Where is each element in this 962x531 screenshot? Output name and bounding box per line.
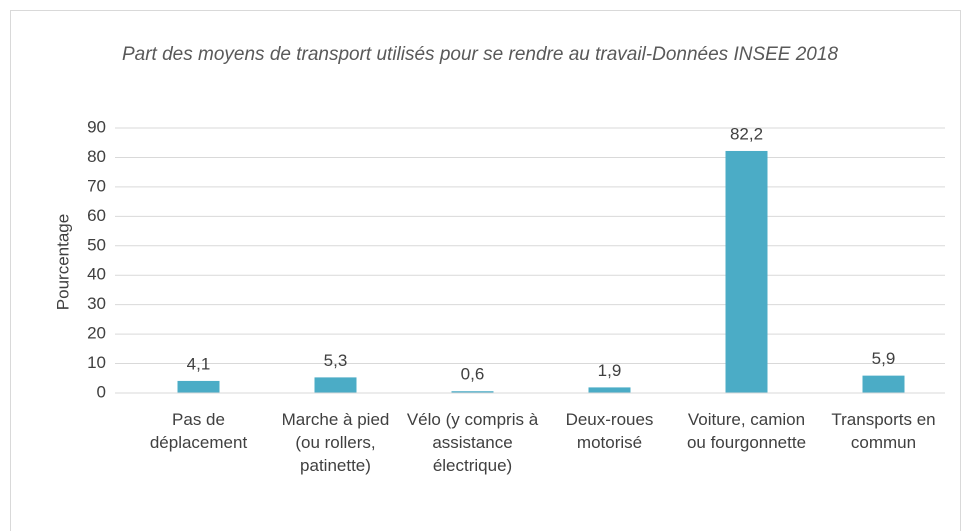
data-label: 5,3 bbox=[324, 351, 348, 370]
bar bbox=[862, 375, 905, 393]
y-tick-label: 20 bbox=[87, 324, 106, 343]
data-label: 4,1 bbox=[187, 354, 211, 373]
bar bbox=[451, 391, 494, 393]
y-tick-label: 80 bbox=[87, 147, 106, 166]
y-tick-label: 30 bbox=[87, 294, 106, 313]
y-tick-label: 60 bbox=[87, 206, 106, 225]
chart-border bbox=[10, 10, 961, 531]
y-tick-label: 10 bbox=[87, 353, 106, 372]
x-tick-label: Marche à pied (ou rollers, patinette) bbox=[281, 410, 390, 475]
y-tick-label: 40 bbox=[87, 265, 106, 284]
x-tick-label: Voiture, camion ou fourgonnette bbox=[686, 410, 807, 452]
data-label: 0,6 bbox=[461, 365, 485, 384]
data-label: 82,2 bbox=[730, 124, 763, 143]
x-tick-label: Transports en commun bbox=[831, 410, 936, 452]
chart-title: Part des moyens de transport utilisés po… bbox=[121, 44, 839, 65]
bar bbox=[725, 150, 768, 393]
x-tick-label: Deux-roues motorisé bbox=[565, 410, 654, 452]
y-tick-label: 90 bbox=[87, 117, 106, 136]
y-tick-label: 0 bbox=[97, 382, 106, 401]
data-label: 5,9 bbox=[872, 349, 896, 368]
x-tick-label: Vélo (y compris à assistance électrique) bbox=[406, 410, 539, 475]
y-tick-label: 70 bbox=[87, 176, 106, 195]
bar bbox=[588, 387, 631, 393]
x-tick-label: Pas de déplacement bbox=[149, 410, 248, 452]
bar bbox=[177, 380, 220, 393]
y-tick-label: 50 bbox=[87, 235, 106, 254]
data-label: 1,9 bbox=[598, 361, 622, 380]
y-axis-label: Pourcentage bbox=[53, 214, 72, 310]
bar bbox=[314, 377, 357, 393]
